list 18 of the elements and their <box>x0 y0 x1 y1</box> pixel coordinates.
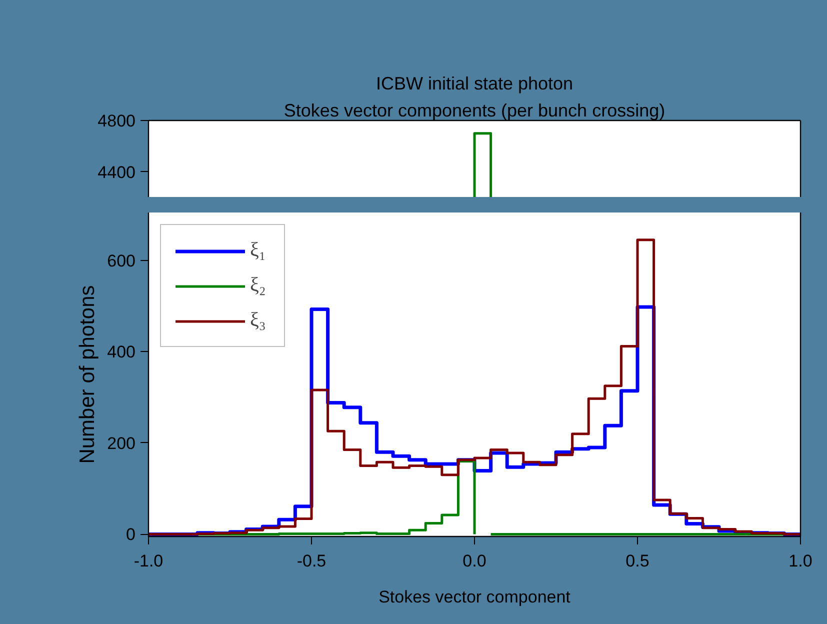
x-axis-title: Stokes vector component <box>378 588 571 606</box>
y-tick-label: 400 <box>107 342 136 362</box>
x-tick-label: 1.0 <box>788 552 812 570</box>
y-tick-label: 0 <box>126 525 136 544</box>
x-tick-label: -0.5 <box>296 552 326 570</box>
x-tick-label: 0.5 <box>626 552 650 570</box>
y-axis-title: Number of photons <box>76 285 100 464</box>
x-tick-label: 0.0 <box>462 552 486 570</box>
y-tick-label: 200 <box>107 434 136 453</box>
y-tick-label: 4800 <box>98 112 136 130</box>
legend-label: ξ₃ <box>250 309 267 332</box>
legend-label: ξ₁ <box>250 239 267 262</box>
chart-subtitle: Stokes vector components (per bunch crossing) <box>284 100 666 120</box>
y-tick-label: 4400 <box>98 162 136 182</box>
legend-label: ξ₂ <box>250 274 267 297</box>
x-tick-label: -1.0 <box>134 552 164 570</box>
y-tick-label: 600 <box>107 251 136 270</box>
chart-title: ICBW initial state photon <box>376 74 574 94</box>
